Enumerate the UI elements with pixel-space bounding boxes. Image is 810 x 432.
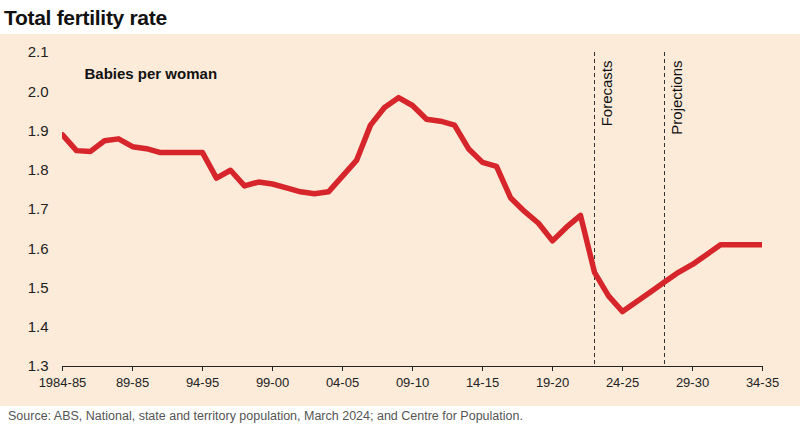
svg-text:Projections: Projections	[668, 61, 685, 135]
svg-text:1984-85: 1984-85	[39, 375, 87, 390]
html-text:Total fertility rate: Total fertility rate	[4, 6, 167, 29]
svg-text:2.1: 2.1	[28, 43, 49, 60]
svg-text:1.8: 1.8	[28, 161, 49, 178]
svg-text:89-85: 89-85	[116, 375, 149, 390]
svg-text:14-15: 14-15	[466, 375, 499, 390]
svg-text:04-05: 04-05	[326, 375, 359, 390]
svg-text:94-95: 94-95	[186, 375, 219, 390]
svg-text:19-20: 19-20	[536, 375, 569, 390]
svg-text:1.9: 1.9	[28, 122, 49, 139]
svg-text:1.6: 1.6	[28, 240, 49, 257]
svg-text:34-35: 34-35	[746, 375, 779, 390]
svg-text:Babies per woman: Babies per woman	[85, 65, 218, 82]
svg-text:2.0: 2.0	[28, 83, 49, 100]
svg-text:1.7: 1.7	[28, 200, 49, 217]
svg-text:1.5: 1.5	[28, 279, 49, 296]
svg-text:09-10: 09-10	[396, 375, 429, 390]
html-text:Source: ABS, National, state a: Source: ABS, National, state and territo…	[8, 409, 523, 423]
svg-text:Forecasts: Forecasts	[598, 61, 615, 127]
svg-text:1.3: 1.3	[28, 357, 49, 374]
svg-text:1.4: 1.4	[28, 318, 49, 335]
svg-text:24-25: 24-25	[606, 375, 639, 390]
svg-text:29-30: 29-30	[676, 375, 709, 390]
svg-text:99-00: 99-00	[256, 375, 289, 390]
